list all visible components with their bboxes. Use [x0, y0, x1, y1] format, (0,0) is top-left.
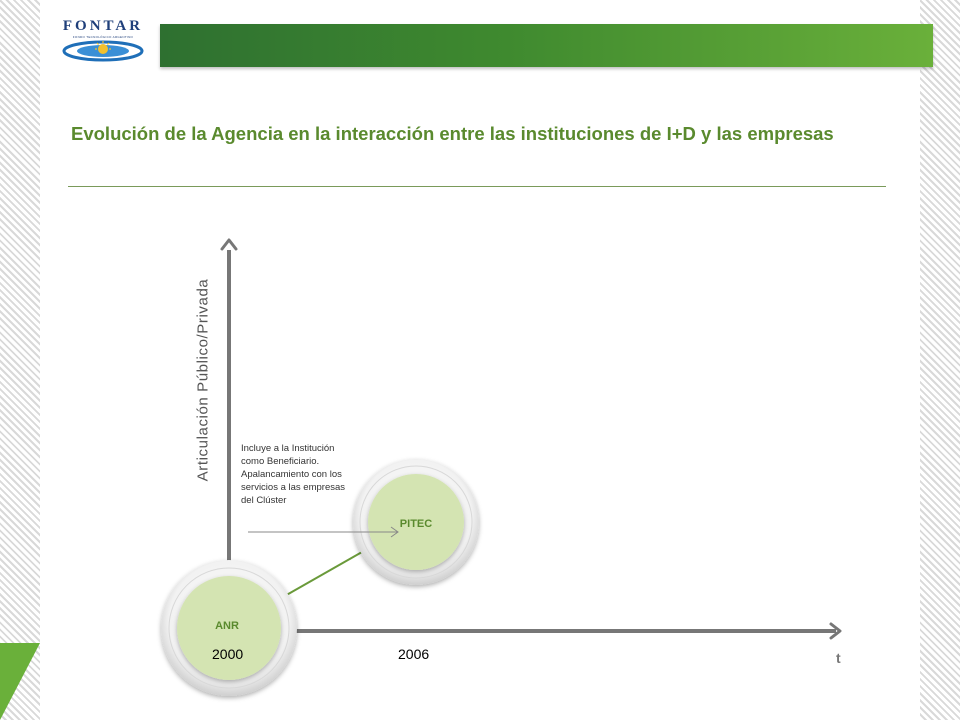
year-2000: 2000 — [212, 646, 244, 662]
fontar-logo: FONTAR FONDO TECNOLÓGICO ARGENTINO — [58, 18, 148, 68]
right-stripe-decoration — [920, 0, 960, 720]
logo-name: FONTAR — [62, 18, 144, 34]
header-bar — [160, 24, 933, 67]
node-connector — [282, 551, 363, 598]
node-pitec — [353, 459, 479, 585]
corner-triangle-decoration — [0, 643, 40, 720]
left-stripe-decoration — [0, 0, 40, 720]
logo-subtitle: FONDO TECNOLÓGICO ARGENTINO — [72, 35, 134, 39]
year-2006: 2006 — [398, 646, 430, 662]
title-divider — [68, 186, 886, 187]
pitec-label: PITEC — [399, 518, 433, 530]
x-axis-label: t — [836, 650, 841, 666]
logo-emblem-icon — [62, 40, 144, 62]
anr-label: ANR — [215, 620, 239, 632]
pitec-annotation: Incluye a la Institución como Beneficiar… — [241, 443, 346, 506]
x-axis-arrowhead — [829, 622, 842, 640]
y-axis-arrowhead — [220, 238, 238, 251]
annotation-pointer-arrowhead — [390, 526, 399, 538]
node-anr — [161, 560, 297, 696]
y-axis-label: Articulación Público/Privada — [194, 278, 212, 482]
slide-title: Evolución de la Agencia en la interacció… — [71, 123, 834, 144]
